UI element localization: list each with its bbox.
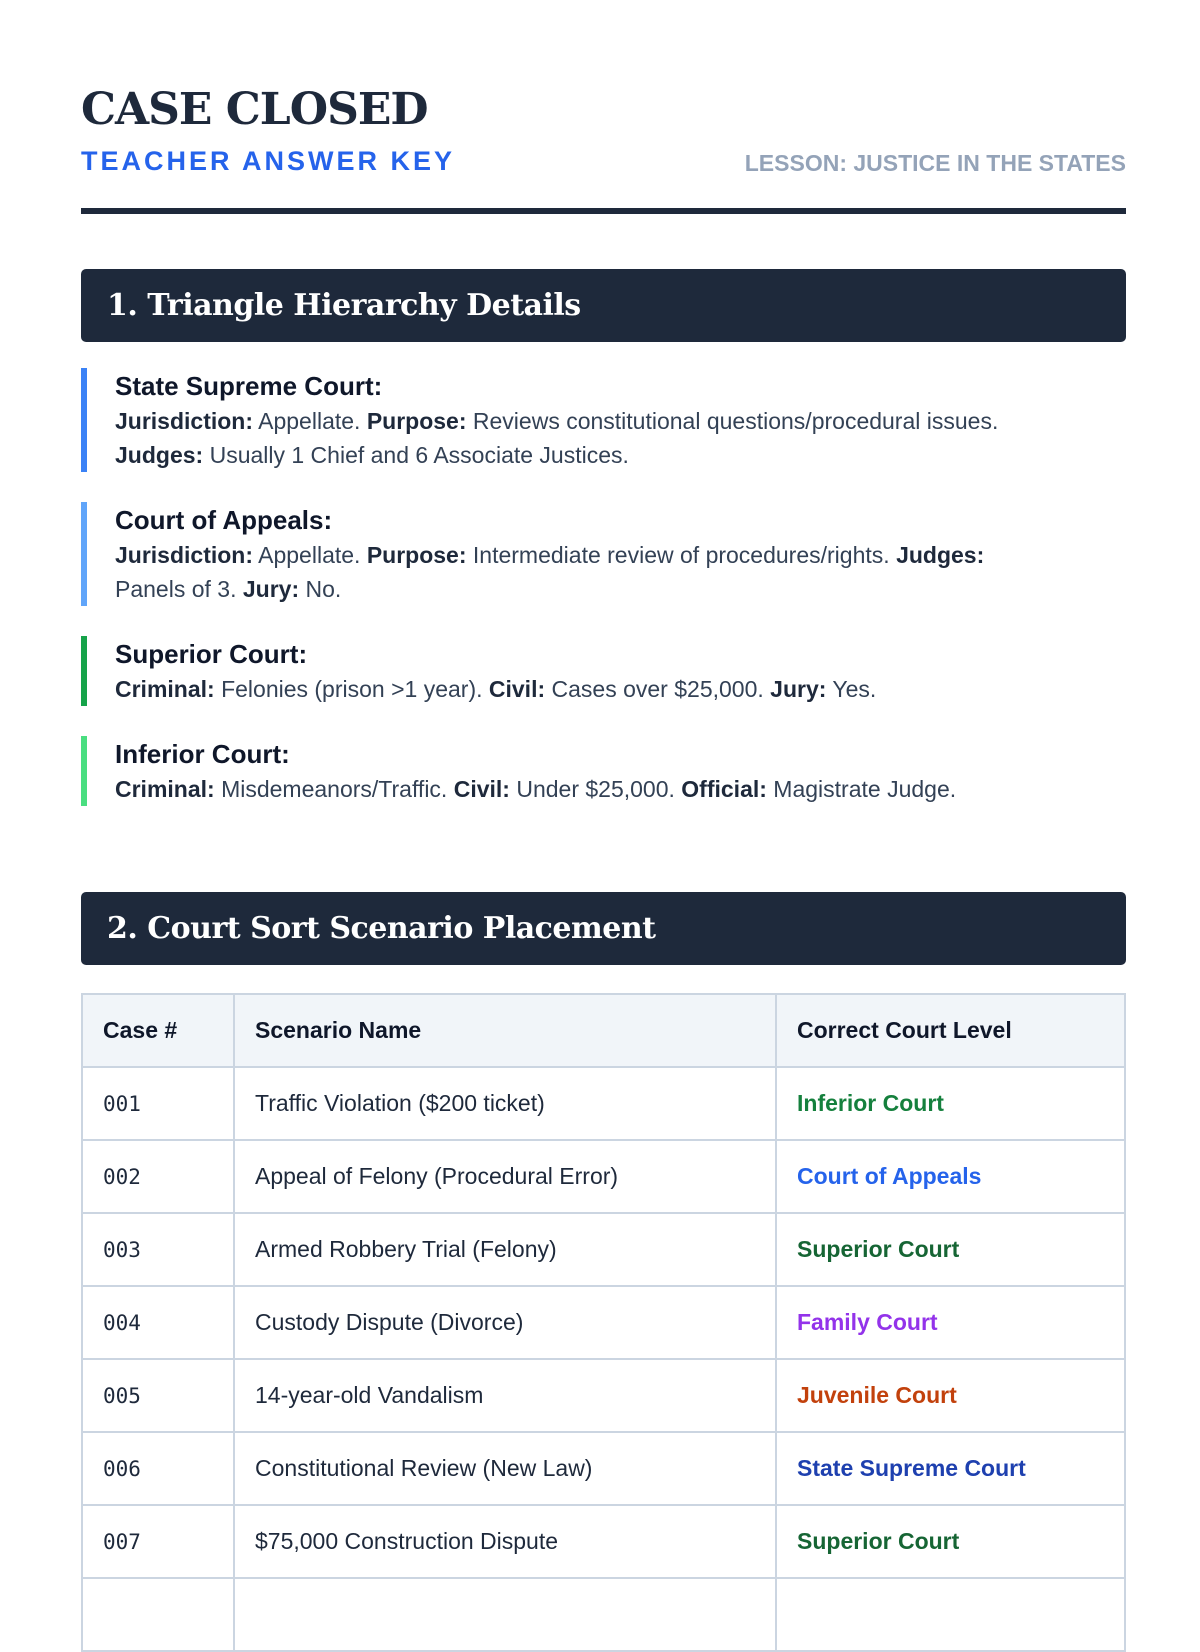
court-name: Superior Court: [115, 639, 308, 669]
detail-value: No. [299, 576, 342, 602]
court-level: Inferior Court [775, 1066, 1126, 1141]
table-row: 006 Constitutional Review (New Law) State … [81, 1431, 1126, 1506]
col-scenario: Scenario Name [233, 993, 777, 1068]
detail-value: Appellate. [253, 408, 367, 434]
detail-label: Jurisdiction: [115, 542, 254, 568]
detail-value: Yes. [826, 676, 877, 702]
detail-line: Judges: Usually 1 Chief and 6 Associate … [115, 438, 1126, 472]
case-number: 001 [81, 1066, 235, 1141]
detail-label: Jury: [770, 676, 827, 702]
court-level: Juvenile Court [775, 1358, 1126, 1433]
court-detail-item: State Supreme Court: Jurisdiction: Appell… [81, 368, 1126, 472]
detail-label: Official: [681, 776, 767, 802]
table-row [81, 1577, 1126, 1652]
case-number: 006 [81, 1431, 235, 1506]
header-divider [81, 208, 1126, 214]
section-1-header: 1. Triangle Hierarchy Details [81, 269, 1126, 342]
scenario-name: $75,000 Construction Dispute [233, 1504, 777, 1579]
table-row: 005 14-year-old Vandalism Juvenile Court [81, 1358, 1126, 1433]
lesson-label: LESSON: JUSTICE IN THE STATES [744, 150, 1126, 176]
case-number: 002 [81, 1139, 235, 1214]
detail-value: Usually 1 Chief and 6 Associate Justices… [203, 442, 629, 468]
table-row: 001 Traffic Violation ($200 ticket) Inferi… [81, 1066, 1126, 1141]
case-number: 005 [81, 1358, 235, 1433]
detail-line: Jurisdiction: Appellate. Purpose: Review… [115, 404, 1126, 438]
scenario-name: Custody Dispute (Divorce) [233, 1285, 777, 1360]
table-row: 003 Armed Robbery Trial (Felony) Superior … [81, 1212, 1126, 1287]
scenario-name: Constitutional Review (New Law) [233, 1431, 777, 1506]
detail-label: Civil: [488, 676, 546, 702]
scenario-name: 14-year-old Vandalism [233, 1358, 777, 1433]
court-detail-item: Court of Appeals: Jurisdiction: Appellate… [81, 502, 1126, 606]
section-2-header: 2. Court Sort Scenario Placement [81, 892, 1126, 965]
detail-value: Cases over $25,000. [545, 676, 771, 702]
court-level: Family Court [775, 1285, 1126, 1360]
detail-value: Misdemeanors/Traffic. [214, 776, 454, 802]
scenario-name: Appeal of Felony (Procedural Error) [233, 1139, 777, 1214]
detail-label: Purpose: [366, 542, 467, 568]
court-name: Inferior Court: [115, 739, 290, 769]
detail-label: Criminal: [115, 676, 215, 702]
table-row: 004 Custody Dispute (Divorce) Family Court [81, 1285, 1126, 1360]
detail-label: Criminal: [115, 776, 215, 802]
detail-line: Criminal: Misdemeanors/Traffic. Civil: U… [115, 772, 1126, 806]
table-row: 002 Appeal of Felony (Procedural Error) Co… [81, 1139, 1126, 1214]
page-title: CASE CLOSED [81, 84, 429, 135]
detail-line: Criminal: Felonies (prison >1 year). Civ… [115, 672, 1126, 706]
court-detail-item: Inferior Court: Criminal: Misdemeanors/Tr… [81, 736, 1126, 806]
court-level: Superior Court [775, 1212, 1126, 1287]
court-level: Superior Court [775, 1504, 1126, 1579]
case-number: 004 [81, 1285, 235, 1360]
detail-label: Purpose: [366, 408, 467, 434]
col-case: Case # [81, 993, 235, 1068]
detail-label: Judges: [896, 542, 985, 568]
detail-value: Panels of 3. [115, 576, 243, 602]
case-number: 003 [81, 1212, 235, 1287]
detail-line: Panels of 3. Jury: No. [115, 572, 1126, 606]
case-number: 007 [81, 1504, 235, 1579]
detail-value: Under $25,000. [509, 776, 682, 802]
court-level: State Supreme Court [775, 1431, 1126, 1506]
detail-label: Civil: [453, 776, 510, 802]
detail-value: Intermediate review of procedures/rights… [466, 542, 897, 568]
detail-label: Judges: [115, 442, 204, 468]
detail-value: Felonies (prison >1 year). [214, 676, 489, 702]
detail-line: Jurisdiction: Appellate. Purpose: Interm… [115, 538, 1126, 572]
detail-value: Magistrate Judge. [766, 776, 957, 802]
detail-value: Reviews constitutional questions/procedu… [466, 408, 999, 434]
scenario-table: Case # Scenario Name Correct Court Level… [81, 993, 1126, 1652]
court-level: Court of Appeals [775, 1139, 1126, 1214]
detail-value: Appellate. [253, 542, 367, 568]
detail-label: Jurisdiction: [115, 408, 254, 434]
court-detail-item: Superior Court: Criminal: Felonies (priso… [81, 636, 1126, 706]
court-name: Court of Appeals: [115, 505, 333, 535]
scenario-name: Armed Robbery Trial (Felony) [233, 1212, 777, 1287]
court-name: State Supreme Court: [115, 371, 383, 401]
scenario-name: Traffic Violation ($200 ticket) [233, 1066, 777, 1141]
col-court: Correct Court Level [775, 993, 1126, 1068]
page-subtitle: TEACHER ANSWER KEY [81, 146, 456, 176]
detail-label: Jury: [242, 576, 300, 602]
table-row: 007 $75,000 Construction Dispute Superior … [81, 1504, 1126, 1579]
